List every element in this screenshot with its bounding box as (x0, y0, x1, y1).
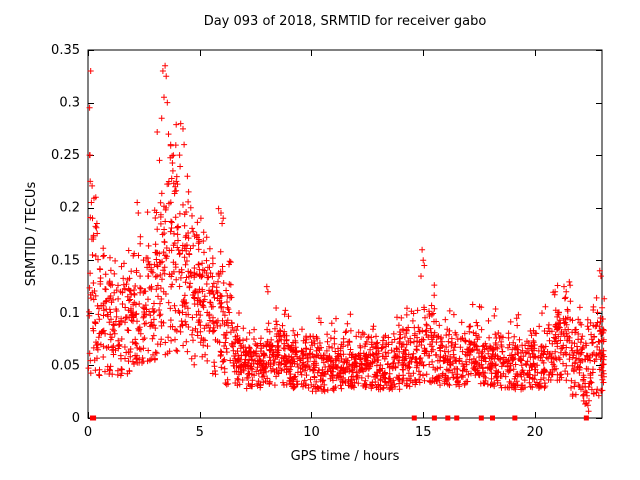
svg-text:0.3: 0.3 (59, 96, 80, 111)
svg-text:15: 15 (415, 425, 432, 440)
x-axis-label: GPS time / hours (290, 449, 400, 464)
svg-text:0.05: 0.05 (51, 358, 80, 373)
svg-text:5: 5 (196, 425, 204, 440)
svg-text:10: 10 (303, 425, 320, 440)
svg-text:0.2: 0.2 (59, 201, 80, 216)
svg-text:0.1: 0.1 (59, 306, 80, 321)
svg-text:0.25: 0.25 (51, 148, 80, 163)
chart-title: Day 093 of 2018, SRMTID for receiver gab… (203, 14, 487, 29)
svg-text:0: 0 (84, 425, 92, 440)
svg-text:20: 20 (527, 425, 544, 440)
svg-text:0.15: 0.15 (51, 253, 80, 268)
svg-text:0: 0 (72, 411, 80, 426)
svg-text:0.35: 0.35 (51, 43, 80, 58)
